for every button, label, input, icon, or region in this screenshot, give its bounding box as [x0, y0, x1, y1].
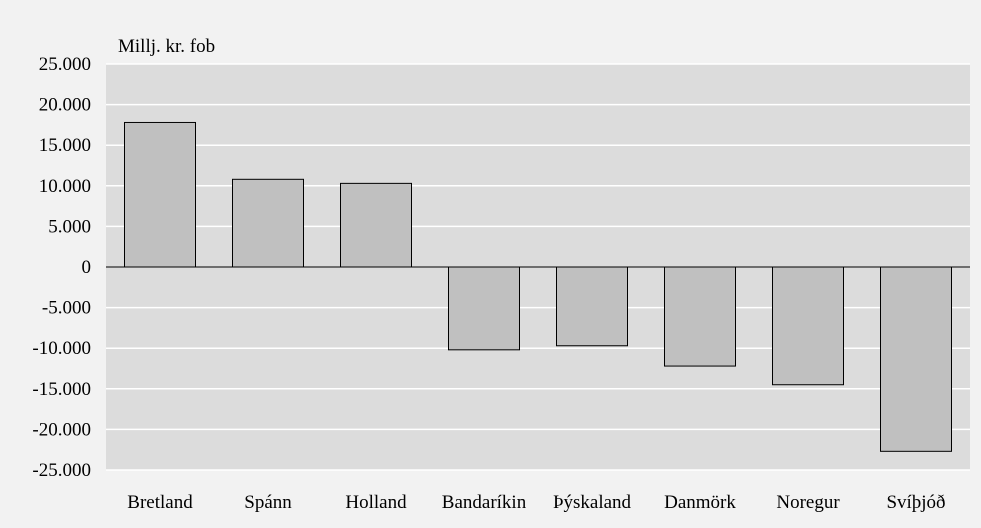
- y-tick-label: -15.000: [32, 379, 91, 400]
- y-tick-label: -5.000: [42, 298, 91, 319]
- y-tick-label: 20.000: [39, 95, 91, 116]
- bar-6: [772, 266, 844, 386]
- category-label: Þýskaland: [553, 492, 632, 513]
- category-labels: Bretland Spánn Holland Bandaríkin Þýskaland D…: [127, 492, 945, 513]
- bar-4: [556, 266, 628, 347]
- unit-label: Millj. kr. fob: [118, 36, 215, 57]
- bar-1: [232, 178, 304, 268]
- bar-5: [664, 266, 736, 367]
- category-label: Bandaríkin: [442, 492, 527, 513]
- y-tick-label: -25.000: [32, 460, 91, 481]
- category-label: Danmörk: [664, 492, 736, 513]
- y-tick-label: 5.000: [48, 216, 91, 237]
- category-label: Bretland: [127, 492, 193, 513]
- y-tick-label: 25.000: [39, 54, 91, 75]
- y-tick-label: -20.000: [32, 419, 91, 440]
- y-tick-label: 15.000: [39, 135, 91, 156]
- category-label: Noregur: [776, 492, 840, 513]
- category-label: Svíþjóð: [886, 492, 945, 513]
- category-label: Spánn: [244, 492, 292, 513]
- y-axis-tick-labels: 25.000 20.000 15.000 10.000 5.000 0 -5.000 -10.…: [32, 54, 91, 481]
- bar-2: [340, 182, 412, 268]
- bar-0: [124, 121, 196, 268]
- bar-3: [448, 266, 520, 351]
- y-tick-label: 0: [82, 257, 92, 278]
- y-tick-label: -10.000: [32, 338, 91, 359]
- category-label: Holland: [345, 492, 407, 513]
- bars: [124, 121, 952, 452]
- bar-7: [880, 266, 952, 452]
- y-tick-label: 10.000: [39, 176, 91, 197]
